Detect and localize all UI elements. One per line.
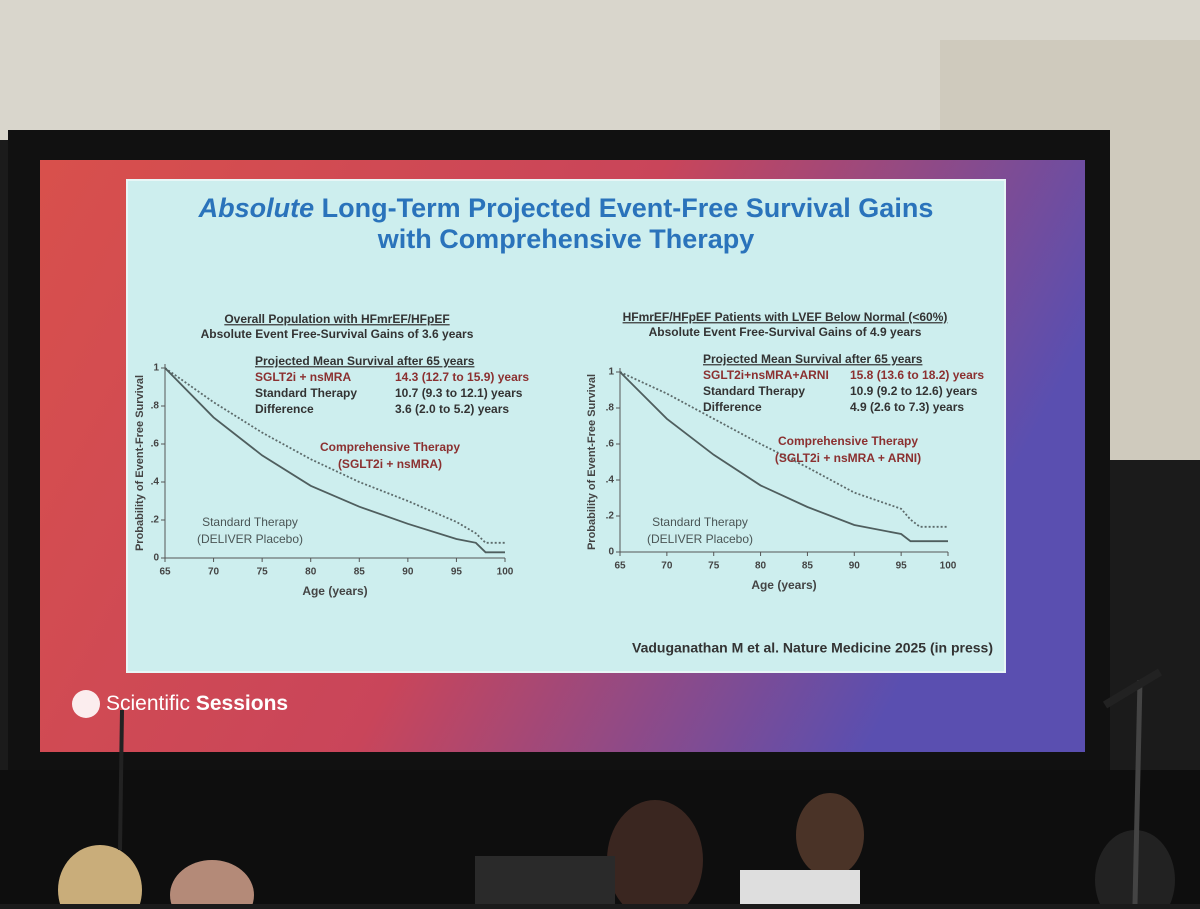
slide-title: Absolute Long-Term Projected Event-Free … [198,193,934,223]
x-tick-label: 85 [802,561,814,572]
y-tick-label: .8 [151,401,160,412]
y-tick-label: 1 [153,363,159,374]
y-tick-label: .8 [606,403,615,414]
y-tick-label: 0 [153,553,159,564]
projector [475,856,615,904]
shirt [740,870,860,904]
curve-sublabel: (DELIVER Placebo) [647,532,753,546]
summary-value: 15.8 (13.6 to 18.2) years [850,368,984,382]
y-axis-label: Probability of Event-Free Survival [134,375,146,551]
x-tick-label: 75 [708,561,720,572]
brand-1: Scientific [106,692,190,715]
y-tick-label: .4 [151,477,160,488]
x-tick-label: 80 [755,561,767,572]
summary-label: Difference [703,400,762,414]
y-tick-label: .4 [606,475,615,486]
y-tick-label: .2 [151,515,160,526]
mic [1102,668,1163,709]
curve-sublabel: (SGLT2i + nsMRA + ARNI) [775,451,921,465]
summary-label: Standard Therapy [255,386,357,400]
summary-label: SGLT2i + nsMRA [255,370,351,384]
x-tick-label: 90 [402,567,414,578]
summary-heading: Projected Mean Survival after 65 years [255,354,475,368]
mic-stand-left [118,709,124,851]
x-tick-label: 65 [614,561,626,572]
curve-label: Comprehensive Therapy [778,434,918,448]
x-axis-label: Age (years) [751,578,816,592]
survival-curve [164,367,505,554]
summary-label: SGLT2i+nsMRA+ARNI [703,368,829,382]
summary-label: Difference [255,402,314,416]
summary-value: 10.7 (9.3 to 12.1) years [395,386,523,400]
x-tick-label: 100 [940,561,957,572]
x-tick-label: 65 [159,567,171,578]
survival-curve [164,367,505,544]
slide-title-2: with Comprehensive Therapy [377,224,755,254]
curve-label: Standard Therapy [652,515,748,529]
summary-label: Standard Therapy [703,384,805,398]
brand-logo [72,690,100,718]
curve-label: Standard Therapy [202,515,298,529]
y-axis-label: Probability of Event-Free Survival [586,374,598,550]
chart-subtitle: Absolute Event Free-Survival Gains of 3.… [201,327,474,341]
summary-value: 14.3 (12.7 to 15.9) years [395,370,529,384]
citation: Vaduganathan M et al. Nature Medicine 20… [632,640,993,656]
curve-sublabel: (DELIVER Placebo) [197,532,303,546]
title-emphasis: Absolute [198,193,315,223]
y-tick-label: .6 [606,439,615,450]
survival-curve [619,371,948,543]
head [796,793,864,877]
summary-value: 4.9 (2.6 to 7.3) years [850,400,964,414]
summary-heading: Projected Mean Survival after 65 years [703,352,923,366]
chart-title: HFmrEF/HFpEF Patients with LVEF Below No… [623,310,948,324]
slide-panel [126,179,1006,673]
survival-curve [619,371,948,528]
y-tick-label: .2 [606,511,615,522]
x-tick-label: 90 [849,561,861,572]
x-tick-label: 95 [896,561,908,572]
summary-value: 10.9 (9.2 to 12.6) years [850,384,978,398]
summary-value: 3.6 (2.0 to 5.2) years [395,402,509,416]
curve-sublabel: (SGLT2i + nsMRA) [338,457,442,471]
x-tick-label: 85 [354,567,366,578]
y-tick-label: 0 [608,547,614,558]
chart-title: Overall Population with HFmrEF/HFpEF [224,312,449,326]
x-tick-label: 75 [257,567,269,578]
head [170,860,254,909]
x-axis-label: Age (years) [302,584,367,598]
y-tick-label: 1 [608,367,614,378]
head [607,800,703,909]
x-tick-label: 80 [305,567,317,578]
mic-stand [1132,679,1143,905]
curve-label: Comprehensive Therapy [320,440,460,454]
x-tick-label: 70 [208,567,220,578]
x-tick-label: 100 [497,567,514,578]
x-tick-label: 95 [451,567,463,578]
x-tick-label: 70 [661,561,673,572]
title-rest: Long-Term Projected Event-Free Survival … [322,193,934,223]
y-tick-label: .6 [151,439,160,450]
brand: Scientific Sessions [106,692,288,715]
chart-subtitle: Absolute Event Free-Survival Gains of 4.… [649,325,922,339]
head [58,845,142,909]
brand-2: Sessions [196,692,288,715]
